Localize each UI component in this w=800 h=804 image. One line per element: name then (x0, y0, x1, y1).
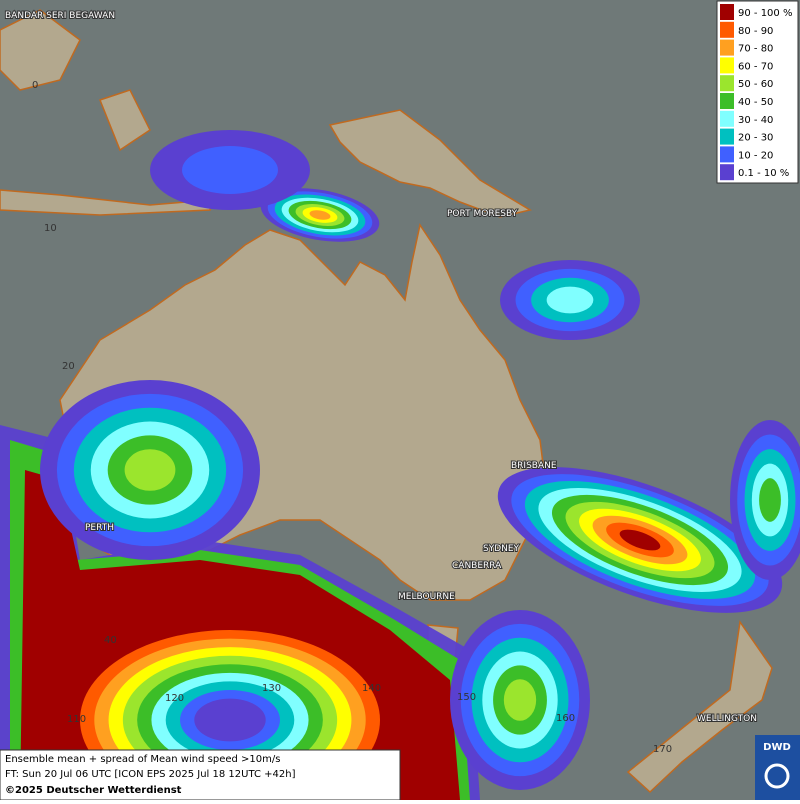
place-label: PERTH (85, 523, 114, 533)
wind-area (619, 529, 661, 551)
place-label: MELBOURNE (398, 592, 455, 602)
legend-swatch (720, 110, 734, 127)
legend-label: 80 - 90 (738, 26, 773, 37)
grid-label: 20 (62, 361, 75, 372)
legend-label: 10 - 20 (738, 150, 773, 161)
footer-text: ©2025 Deutscher Wetterdienst (5, 785, 182, 796)
grid-label: 140 (362, 683, 381, 694)
footer-text: Ensemble mean + spread of Mean wind spee… (5, 754, 280, 765)
legend-label: 30 - 40 (738, 115, 773, 126)
legend-swatch (720, 146, 734, 163)
legend-swatch (720, 164, 734, 181)
grid-label: 0 (32, 80, 38, 91)
grid-label: 130 (262, 683, 281, 694)
wind-area (124, 449, 176, 491)
place-label: SYDNEY (483, 544, 520, 554)
legend-swatch (720, 57, 734, 74)
grid-label: 160 (556, 713, 575, 724)
legend-swatch (720, 4, 734, 20)
wind-area (503, 679, 537, 721)
legend-label: 90 - 100 % (738, 8, 792, 19)
footer-text: FT: Sun 20 Jul 06 UTC [ICON EPS 2025 Jul… (5, 769, 296, 780)
sulawesi (99, 89, 151, 152)
footer-box (0, 749, 401, 801)
place-label: BRISBANE (511, 461, 557, 471)
new-zealand (626, 620, 773, 794)
place-label: CANBERRA (452, 561, 502, 571)
labels: BANDAR SERI BEGAWAN PORT MORESBY BRISBAN… (4, 10, 758, 755)
legend-label: 60 - 70 (738, 61, 773, 72)
legend-label: 70 - 80 (738, 44, 773, 55)
logo-text: DWD (763, 742, 791, 753)
legend-label: 50 - 60 (738, 79, 773, 90)
legend-swatch (720, 93, 734, 109)
legend-swatch (720, 75, 734, 92)
wind-area (546, 286, 594, 314)
logo-box (755, 735, 800, 800)
legend-swatch (720, 39, 734, 56)
legend-swatch (720, 21, 734, 38)
logo-icon (764, 763, 790, 789)
grid-label: 10 (44, 223, 57, 234)
legend-label: 0.1 - 10 % (738, 168, 789, 179)
grid-label: 110 (67, 714, 86, 725)
new-guinea (328, 109, 532, 218)
place-label: BANDAR SERI BEGAWAN (5, 11, 115, 21)
grid-label: 40 (104, 635, 117, 646)
legend-label: 40 - 50 (738, 97, 773, 108)
wind-area (759, 478, 781, 522)
legend-label: 20 - 30 (738, 133, 773, 144)
wind-probability (0, 130, 800, 804)
borneo (0, 9, 81, 91)
grid-label: 150 (457, 692, 476, 703)
place-label: WELLINGTON (697, 714, 757, 724)
grid-label: 120 (165, 693, 184, 704)
legend-swatch (720, 128, 734, 145)
wind-area (309, 210, 331, 220)
wind-area (182, 146, 278, 194)
grid-label: 170 (653, 744, 672, 755)
wind-area (208, 707, 252, 733)
legend: 90 - 100 % 80 - 90 70 - 80 60 - 70 50 - 60 40… (720, 4, 792, 181)
place-label: PORT MORESBY (447, 209, 518, 219)
